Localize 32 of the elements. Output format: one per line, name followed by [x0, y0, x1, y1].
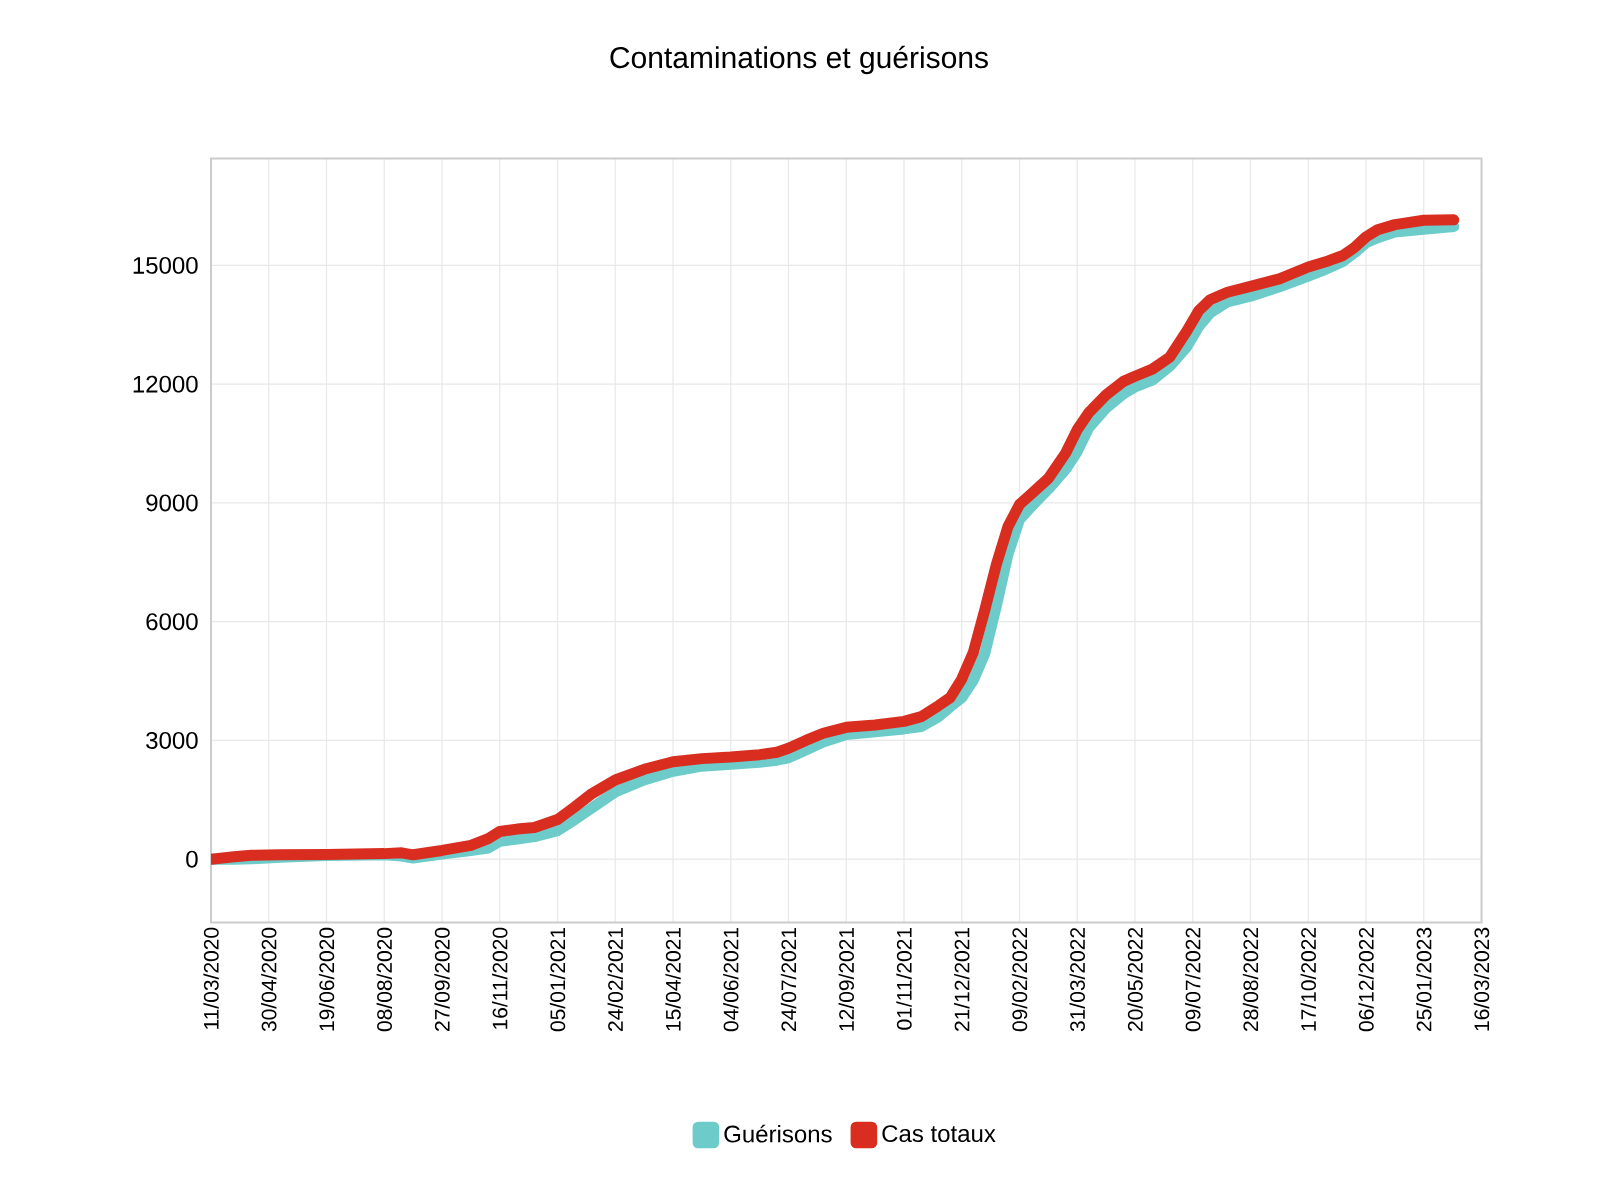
x-tick-label: 27/09/2020 [434, 927, 450, 1031]
chart-title: Contaminations et guérisons [610, 45, 988, 75]
x-tick-label: 09/02/2022 [1011, 927, 1028, 1032]
x-tick-label: 05/01/2021 [549, 927, 566, 1032]
y-tick-label: 6000 [146, 613, 198, 631]
x-tick-label: 09/07/2022 [1185, 927, 1201, 1032]
x-tick-label: 30/04/2020 [261, 927, 277, 1032]
legend-label: Cas totaux [882, 1125, 996, 1143]
y-tick-label: 3000 [146, 731, 198, 749]
x-tick-label: 24/07/2021 [780, 927, 797, 1031]
x-tick-label: 21/12/2021 [954, 927, 970, 1031]
y-tick-label: 0 [186, 850, 198, 868]
y-tick-label: 9000 [146, 494, 198, 512]
x-tick-label: 16/11/2020 [492, 927, 508, 1029]
x-tick-label: 11/03/2020 [203, 927, 219, 1029]
x-tick-label: 24/02/2021 [607, 927, 623, 1031]
legend-label: Guérisons [724, 1124, 832, 1143]
x-tick-label: 01/11/2021 [896, 927, 912, 1030]
y-tick-label: 15000 [133, 256, 198, 274]
x-tick-label: 12/09/2021 [838, 927, 854, 1031]
x-tick-label: 15/04/2021 [665, 927, 681, 1031]
x-tick-label: 20/05/2022 [1127, 927, 1143, 1031]
x-tick-label: 16/03/2023 [1473, 927, 1490, 1031]
x-tick-label: 17/10/2022 [1300, 927, 1316, 1031]
x-tick-label: 06/12/2022 [1358, 927, 1374, 1032]
x-tick-label: 25/01/2023 [1416, 927, 1432, 1031]
x-tick-label: 28/08/2022 [1242, 927, 1259, 1031]
y-tick-label: 12000 [133, 375, 198, 393]
x-tick-label: 04/06/2021 [723, 927, 739, 1032]
x-tick-label: 31/03/2022 [1069, 927, 1085, 1032]
x-tick-label: 19/06/2020 [318, 927, 335, 1031]
x-tick-label: 08/08/2020 [376, 927, 392, 1032]
